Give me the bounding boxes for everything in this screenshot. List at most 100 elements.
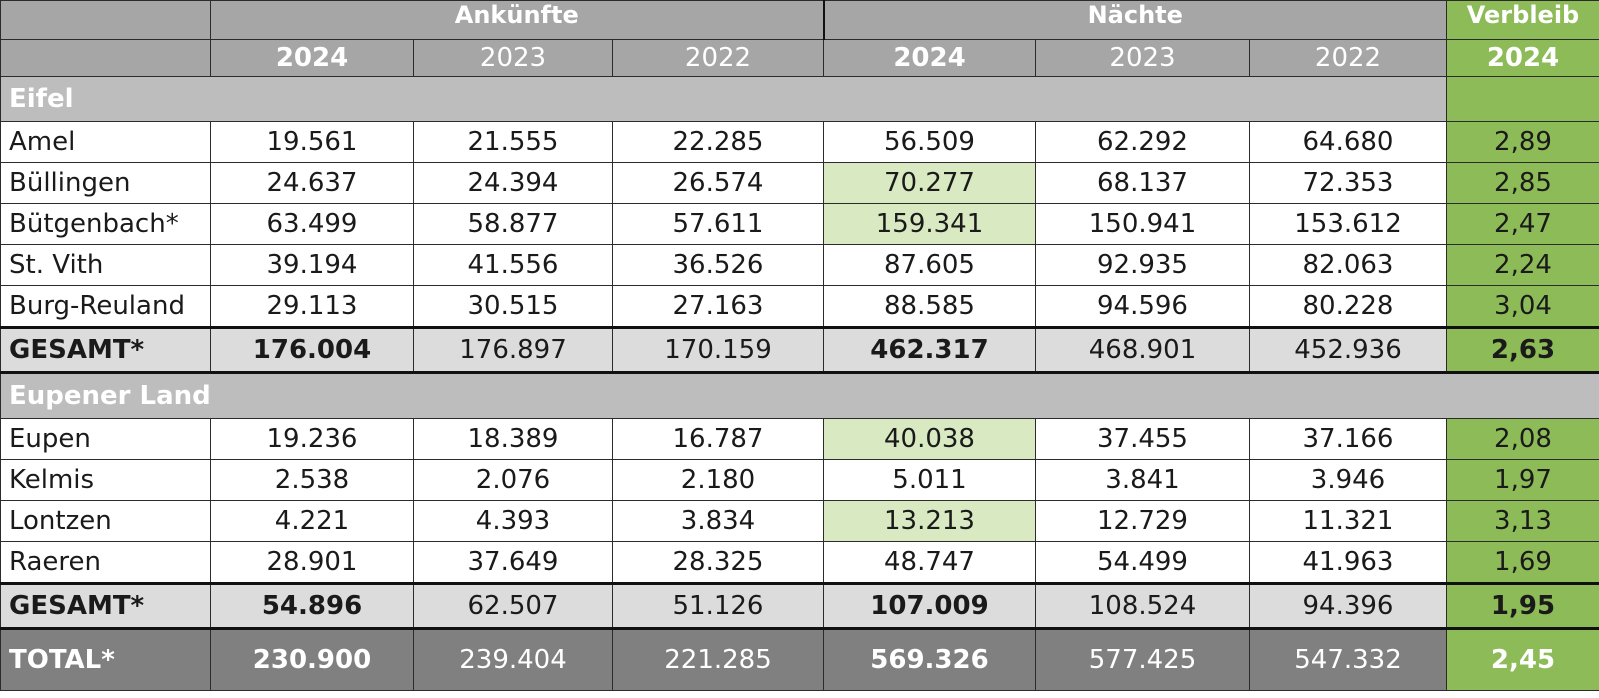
- row-name: Burg-Reuland: [0, 285, 211, 328]
- cell-value: 16.787: [612, 418, 824, 460]
- cell-value: 28.901: [210, 541, 414, 584]
- table-row: Raeren 28.901 37.649 28.325 48.747 54.49…: [0, 541, 1599, 584]
- cell-value: 153.612: [1249, 203, 1447, 245]
- cell-value: 29.113: [210, 285, 414, 328]
- cell-value: 12.729: [1035, 500, 1250, 542]
- subtotal-verbleib: 2,63: [1446, 327, 1599, 373]
- grand-total-value: 221.285: [612, 628, 824, 691]
- header-verbleib: Verbleib: [1446, 0, 1599, 40]
- cell-value-highlighted: 159.341: [823, 203, 1036, 245]
- cell-value: 37.166: [1249, 418, 1447, 460]
- section-row: Eifel: [0, 76, 1599, 122]
- cell-verbleib: 2,85: [1446, 162, 1599, 204]
- header-corner: [0, 0, 211, 40]
- header-year: 2022: [1249, 39, 1447, 77]
- row-name: Eupen: [0, 418, 211, 460]
- subtotal-value: 452.936: [1249, 327, 1447, 373]
- cell-value: 11.321: [1249, 500, 1447, 542]
- table-row: Burg-Reuland 29.113 30.515 27.163 88.585…: [0, 285, 1599, 328]
- header-ankuenfte: Ankünfte: [210, 0, 825, 40]
- cell-value: 92.935: [1035, 244, 1250, 286]
- cell-value: 87.605: [823, 244, 1036, 286]
- cell-value: 28.325: [612, 541, 824, 584]
- cell-value: 88.585: [823, 285, 1036, 328]
- cell-value: 80.228: [1249, 285, 1447, 328]
- header-naechte: Nächte: [823, 0, 1447, 40]
- grand-total-verbleib: 2,45: [1446, 628, 1599, 691]
- cell-verbleib: 1,69: [1446, 541, 1599, 584]
- cell-value-highlighted: 40.038: [823, 418, 1036, 460]
- header-year: 2024: [823, 39, 1036, 77]
- cell-value: 21.555: [413, 121, 613, 163]
- grand-total-value: 239.404: [413, 628, 613, 691]
- cell-value: 54.499: [1035, 541, 1250, 584]
- cell-value: 2.180: [612, 459, 824, 501]
- subtotal-value: 51.126: [612, 583, 824, 629]
- row-name: Amel: [0, 121, 211, 163]
- header-year: 2024: [210, 39, 414, 77]
- cell-verbleib: 2,24: [1446, 244, 1599, 286]
- grand-total-label: TOTAL*: [0, 628, 211, 691]
- row-name: Raeren: [0, 541, 211, 584]
- cell-value: 41.963: [1249, 541, 1447, 584]
- cell-value: 5.011: [823, 459, 1036, 501]
- header-row-groups: Ankünfte Nächte Verbleib: [0, 0, 1599, 40]
- cell-value-highlighted: 70.277: [823, 162, 1036, 204]
- row-name: St. Vith: [0, 244, 211, 286]
- cell-value: 94.596: [1035, 285, 1250, 328]
- cell-value: 2.538: [210, 459, 414, 501]
- section-verbleib-cell: [1446, 76, 1599, 122]
- subtotal-label: GESAMT*: [0, 327, 211, 373]
- header-year: 2024: [1446, 39, 1599, 77]
- cell-value: 37.649: [413, 541, 613, 584]
- cell-value: 24.394: [413, 162, 613, 204]
- table-row: Eupen 19.236 18.389 16.787 40.038 37.455…: [0, 418, 1599, 460]
- cell-value: 68.137: [1035, 162, 1250, 204]
- table-row: Amel 19.561 21.555 22.285 56.509 62.292 …: [0, 121, 1599, 163]
- cell-value: 18.389: [413, 418, 613, 460]
- cell-value: 64.680: [1249, 121, 1447, 163]
- header-year: 2023: [1035, 39, 1250, 77]
- cell-value: 30.515: [413, 285, 613, 328]
- cell-verbleib: 3,04: [1446, 285, 1599, 328]
- cell-value: 2.076: [413, 459, 613, 501]
- section-row: Eupener Land: [0, 372, 1599, 419]
- subtotal-row: GESAMT* 54.896 62.507 51.126 107.009 108…: [0, 583, 1599, 629]
- cell-value: 41.556: [413, 244, 613, 286]
- subtotal-value: 176.897: [413, 327, 613, 373]
- cell-value: 39.194: [210, 244, 414, 286]
- cell-value: 57.611: [612, 203, 824, 245]
- table-row: St. Vith 39.194 41.556 36.526 87.605 92.…: [0, 244, 1599, 286]
- cell-value: 37.455: [1035, 418, 1250, 460]
- subtotal-value: 54.896: [210, 583, 414, 629]
- header-year-corner: [0, 39, 211, 77]
- cell-value: 3.841: [1035, 459, 1250, 501]
- table-row: Kelmis 2.538 2.076 2.180 5.011 3.841 3.9…: [0, 459, 1599, 501]
- cell-value: 19.236: [210, 418, 414, 460]
- cell-value: 63.499: [210, 203, 414, 245]
- header-year: 2022: [612, 39, 824, 77]
- cell-value: 27.163: [612, 285, 824, 328]
- subtotal-value: 176.004: [210, 327, 414, 373]
- cell-value: 4.221: [210, 500, 414, 542]
- subtotal-value: 468.901: [1035, 327, 1250, 373]
- cell-value: 150.941: [1035, 203, 1250, 245]
- cell-verbleib: 1,97: [1446, 459, 1599, 501]
- subtotal-label: GESAMT*: [0, 583, 211, 629]
- cell-value: 26.574: [612, 162, 824, 204]
- grand-total-value: 230.900: [210, 628, 414, 691]
- subtotal-value: 107.009: [823, 583, 1036, 629]
- subtotal-value: 62.507: [413, 583, 613, 629]
- grand-total-value: 547.332: [1249, 628, 1447, 691]
- cell-verbleib: 2,47: [1446, 203, 1599, 245]
- row-name: Bütgenbach*: [0, 203, 211, 245]
- table-row: Bütgenbach* 63.499 58.877 57.611 159.341…: [0, 203, 1599, 245]
- subtotal-value: 462.317: [823, 327, 1036, 373]
- subtotal-value: 170.159: [612, 327, 824, 373]
- table-row: Büllingen 24.637 24.394 26.574 70.277 68…: [0, 162, 1599, 204]
- cell-value: 24.637: [210, 162, 414, 204]
- section-title: Eifel: [0, 76, 1447, 122]
- cell-value: 19.561: [210, 121, 414, 163]
- grand-total-value: 569.326: [823, 628, 1036, 691]
